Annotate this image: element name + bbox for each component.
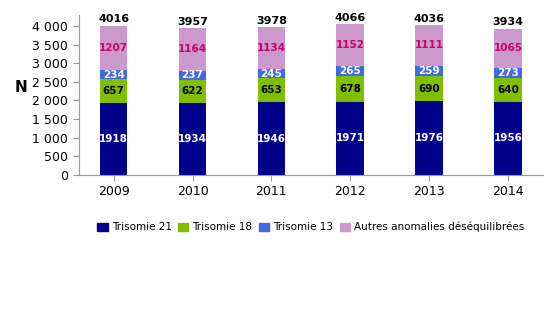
Bar — [415, 66, 443, 76]
Bar — [258, 102, 285, 175]
Text: 1934: 1934 — [178, 134, 207, 144]
Text: 1134: 1134 — [257, 43, 286, 53]
Text: 1152: 1152 — [336, 40, 364, 50]
Bar — [179, 28, 206, 71]
Text: 1111: 1111 — [415, 40, 443, 51]
Bar — [415, 76, 443, 101]
Bar — [100, 26, 127, 70]
Bar — [258, 27, 285, 69]
Bar — [415, 25, 443, 66]
Text: 640: 640 — [497, 85, 519, 95]
Text: 237: 237 — [182, 70, 203, 80]
Bar — [337, 101, 364, 175]
Text: 273: 273 — [497, 68, 519, 78]
Text: 622: 622 — [182, 86, 203, 96]
Bar — [258, 78, 285, 102]
Bar — [337, 67, 364, 76]
Y-axis label: N: N — [15, 80, 28, 95]
Text: 1918: 1918 — [100, 134, 128, 144]
Bar — [258, 69, 285, 78]
Text: 3978: 3978 — [256, 16, 287, 26]
Text: 234: 234 — [103, 70, 125, 80]
Text: 1946: 1946 — [257, 133, 286, 144]
Text: 4066: 4066 — [335, 12, 366, 23]
Text: 265: 265 — [339, 67, 361, 76]
Text: 1971: 1971 — [336, 133, 364, 143]
Text: 4016: 4016 — [98, 14, 129, 24]
Bar — [100, 79, 127, 103]
Bar — [494, 78, 522, 102]
Text: 1207: 1207 — [99, 43, 128, 53]
Text: 3957: 3957 — [177, 17, 208, 27]
Text: 3934: 3934 — [492, 18, 523, 28]
Text: 653: 653 — [260, 85, 282, 95]
Bar — [494, 102, 522, 175]
Bar — [100, 70, 127, 79]
Bar — [494, 68, 522, 78]
Text: 259: 259 — [418, 66, 440, 76]
Text: 4036: 4036 — [414, 14, 444, 24]
Text: 1164: 1164 — [178, 44, 207, 54]
Text: 678: 678 — [339, 84, 361, 94]
Text: 690: 690 — [418, 84, 440, 93]
Bar — [179, 103, 206, 175]
Legend: Trisomie 21, Trisomie 18, Trisomie 13, Autres anomalies déséquilibrées: Trisomie 21, Trisomie 18, Trisomie 13, A… — [93, 218, 529, 236]
Bar — [337, 24, 364, 67]
Bar — [100, 103, 127, 175]
Bar — [415, 101, 443, 175]
Bar — [337, 76, 364, 101]
Bar — [494, 28, 522, 68]
Bar — [179, 80, 206, 103]
Text: 1065: 1065 — [494, 44, 523, 53]
Text: 657: 657 — [103, 86, 125, 96]
Text: 245: 245 — [260, 68, 282, 79]
Text: 1956: 1956 — [494, 133, 522, 143]
Bar — [179, 71, 206, 80]
Text: 1976: 1976 — [415, 133, 443, 143]
